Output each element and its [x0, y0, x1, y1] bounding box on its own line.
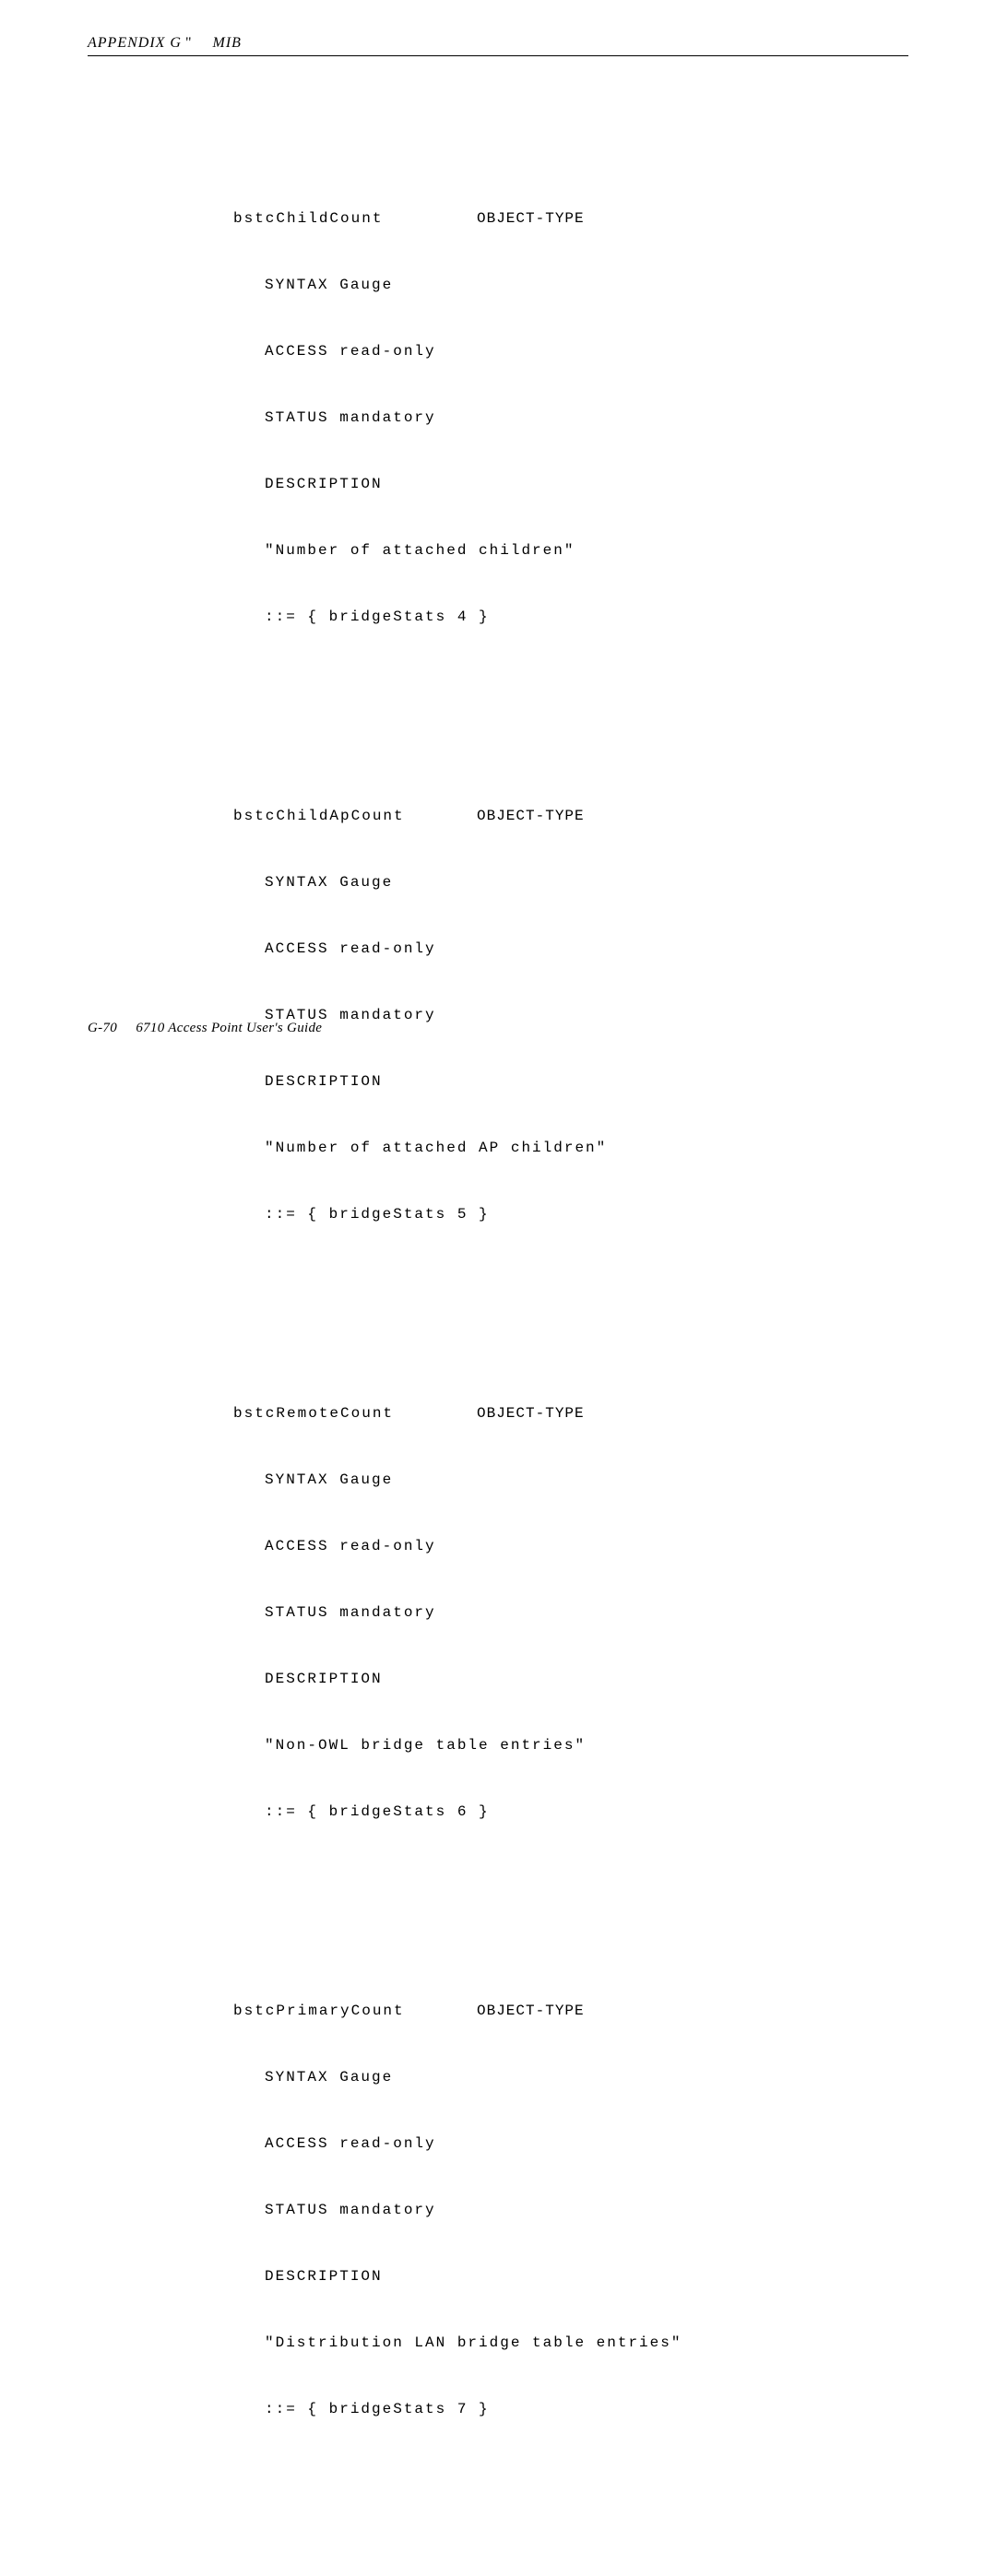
- description-label: DESCRIPTION: [233, 473, 908, 495]
- page-footer: G-70 6710 Access Point User's Guide: [88, 1021, 322, 1036]
- assignment-line: ::= { bridgeStats 7 }: [233, 2398, 908, 2420]
- status-line: STATUS mandatory: [233, 1004, 908, 1026]
- syntax-line: SYNTAX Gauge: [233, 871, 908, 893]
- mib-object-block: bstcChildCount OBJECT-TYPE SYNTAX Gauge …: [233, 163, 908, 672]
- mib-title: [196, 35, 209, 51]
- header-separator: ": [185, 35, 192, 51]
- object-type: OBJECT-TYPE: [477, 207, 585, 230]
- access-line: ACCESS read-only: [233, 1535, 908, 1557]
- guide-title: 6710 Access Point User's Guide: [136, 1021, 322, 1035]
- assignment-line: ::= { bridgeStats 5 }: [233, 1203, 908, 1225]
- appendix-label: APPENDIX G: [88, 35, 182, 51]
- description-text: "Number of attached children": [233, 539, 908, 561]
- object-type: OBJECT-TYPE: [477, 2000, 585, 2022]
- syntax-line: SYNTAX Gauge: [233, 2066, 908, 2088]
- access-line: ACCESS read-only: [233, 938, 908, 960]
- object-name: bstcRemoteCount: [233, 1402, 477, 1424]
- page-header: APPENDIX G " MIB: [88, 35, 908, 56]
- description-label: DESCRIPTION: [233, 1668, 908, 1690]
- syntax-line: SYNTAX Gauge: [233, 1469, 908, 1491]
- object-type: OBJECT-TYPE: [477, 1402, 585, 1424]
- status-line: STATUS mandatory: [233, 1601, 908, 1624]
- object-type: OBJECT-TYPE: [477, 805, 585, 827]
- page-number: G-70: [88, 1021, 117, 1035]
- access-line: ACCESS read-only: [233, 340, 908, 362]
- description-label: DESCRIPTION: [233, 2265, 908, 2287]
- mib-object-block: bstcInboundCount OBJECT-TYPE SYNTAX Gaug…: [233, 2553, 908, 2576]
- mib-object-block: bstcPrimaryCount OBJECT-TYPE SYNTAX Gaug…: [233, 1956, 908, 2464]
- syntax-line: SYNTAX Gauge: [233, 274, 908, 296]
- object-name: bstcPrimaryCount: [233, 2000, 477, 2022]
- status-line: STATUS mandatory: [233, 407, 908, 429]
- object-name: bstcChildCount: [233, 207, 477, 230]
- mib-definitions: bstcChildCount OBJECT-TYPE SYNTAX Gauge …: [233, 119, 908, 2576]
- status-line: STATUS mandatory: [233, 2199, 908, 2221]
- mib-object-block: bstcRemoteCount OBJECT-TYPE SYNTAX Gauge…: [233, 1358, 908, 1867]
- mib-object-block: bstcChildApCount OBJECT-TYPE SYNTAX Gaug…: [233, 761, 908, 1270]
- description-label: DESCRIPTION: [233, 1070, 908, 1093]
- description-text: "Number of attached AP children": [233, 1137, 908, 1159]
- object-name: bstcChildApCount: [233, 805, 477, 827]
- footer-spacer: [121, 1021, 132, 1035]
- assignment-line: ::= { bridgeStats 6 }: [233, 1801, 908, 1823]
- assignment-line: ::= { bridgeStats 4 }: [233, 606, 908, 628]
- access-line: ACCESS read-only: [233, 2133, 908, 2155]
- mib-label: MIB: [213, 35, 242, 51]
- description-text: "Distribution LAN bridge table entries": [233, 2332, 908, 2354]
- description-text: "Non-OWL bridge table entries": [233, 1734, 908, 1756]
